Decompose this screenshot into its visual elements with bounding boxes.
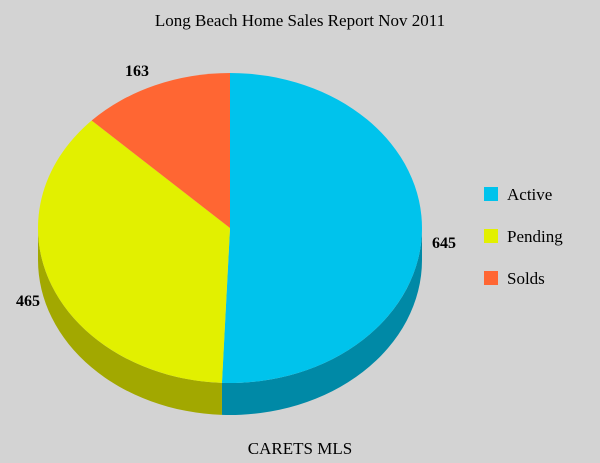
data-label-active: 645 [432, 235, 456, 252]
legend: Active Pending Solds [484, 185, 563, 288]
pie-depth-active [221, 228, 422, 415]
pie-slice-solds [91, 73, 230, 228]
data-label-pending: 465 [16, 293, 40, 310]
data-label-solds: 163 [125, 63, 149, 80]
pie-depth [38, 228, 422, 415]
pie-data-labels: 645 465 163 [16, 63, 456, 310]
legend-label-solds: Solds [507, 269, 545, 288]
legend-label-active: Active [507, 185, 552, 204]
legend-swatch-solds [484, 271, 498, 285]
legend-swatch-active [484, 187, 498, 201]
legend-swatch-pending [484, 229, 498, 243]
chart-footer: CARETS MLS [248, 439, 352, 458]
pie-depth-pending [38, 228, 222, 415]
pie-slice-active [221, 73, 423, 384]
pie-top [38, 73, 423, 384]
legend-label-pending: Pending [507, 227, 563, 246]
pie-slice-pending [38, 120, 231, 383]
chart-title: Long Beach Home Sales Report Nov 2011 [155, 11, 445, 30]
